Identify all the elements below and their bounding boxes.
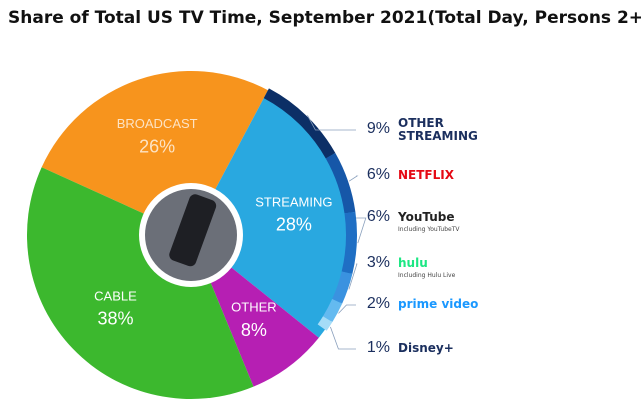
- slice-value: 38%: [97, 309, 133, 329]
- connector: [348, 175, 359, 182]
- ring-segment: [332, 271, 353, 304]
- ring-segment: [323, 299, 343, 322]
- slice-value: 26%: [139, 136, 175, 156]
- slice-label: CABLE: [94, 288, 137, 303]
- ring-segment: [325, 153, 356, 214]
- slice-label: STREAMING: [255, 194, 332, 209]
- legend-label: Disney+: [398, 341, 454, 355]
- legend-value: 9%: [366, 120, 390, 137]
- slice-label: OTHER: [231, 300, 277, 315]
- legend-label: YouTube: [398, 210, 455, 224]
- connector: [356, 217, 367, 244]
- remote: [169, 194, 217, 267]
- ring-segment: [263, 88, 336, 159]
- slice-value: 28%: [276, 215, 312, 235]
- legend-value: 3%: [366, 254, 390, 271]
- legend-value: 6%: [366, 166, 390, 183]
- ring-segment: [341, 211, 357, 275]
- pie-slice: [27, 167, 254, 399]
- connector: [348, 263, 358, 290]
- legend-label: NETFLIX: [398, 168, 454, 182]
- legend-label: OTHER STREAMING: [398, 116, 478, 143]
- legend-label: prime video: [398, 297, 479, 311]
- legend-note: Including Hulu Live: [398, 272, 456, 279]
- legend-value: 2%: [366, 295, 390, 312]
- slice-value: 8%: [241, 320, 267, 340]
- legend-label: hulu: [398, 256, 428, 270]
- connector: [338, 304, 356, 314]
- connector: [330, 326, 356, 350]
- connector: [307, 115, 356, 131]
- legend-value: 1%: [366, 339, 390, 356]
- legend-value: 6%: [366, 208, 390, 225]
- pie-slice: [191, 90, 355, 338]
- slice-label: BROADCAST: [117, 116, 198, 131]
- chart-title: Share of Total US TV Time, September 202…: [8, 8, 641, 28]
- legend-note: Including YouTubeTV: [398, 226, 460, 233]
- ring-segment: [317, 316, 333, 331]
